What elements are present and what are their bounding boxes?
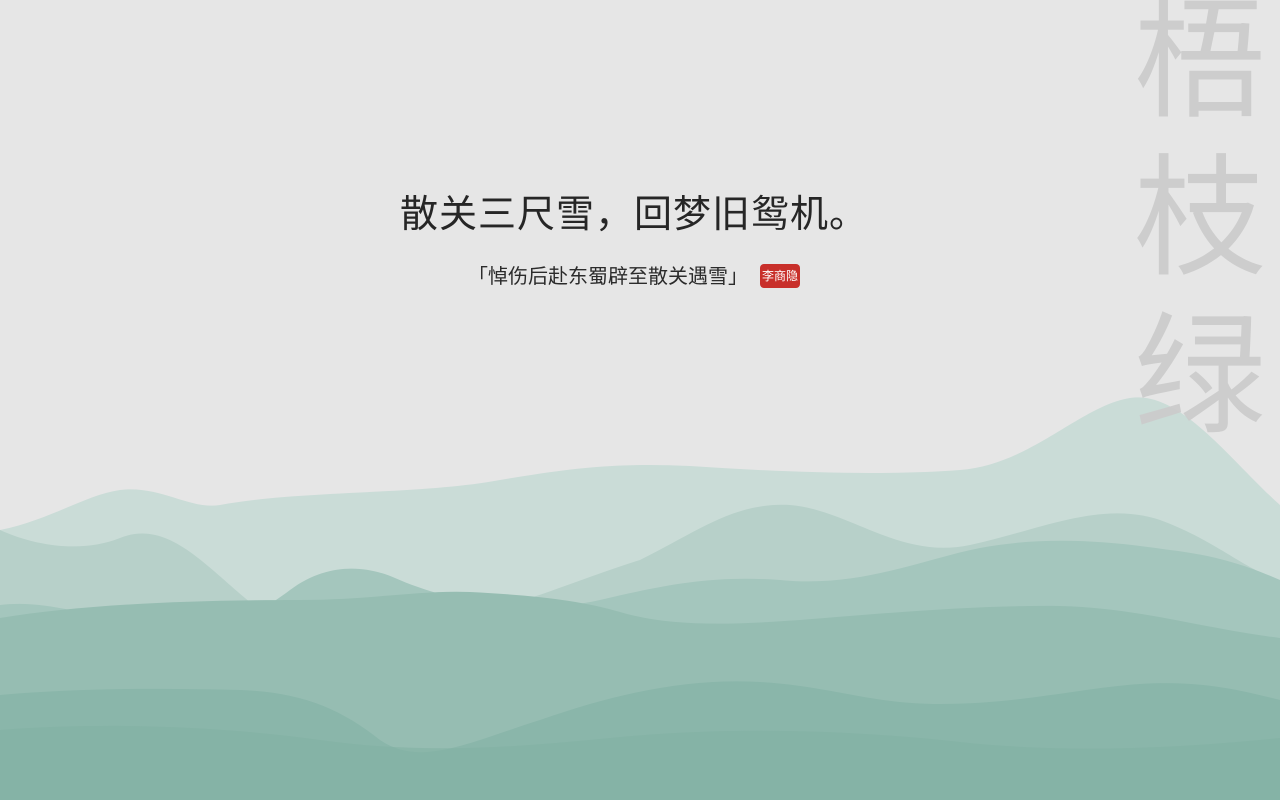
mountain-layer-3 (0, 540, 1280, 800)
mountain-layer-5 (0, 681, 1280, 800)
poem-title: 「悼伤后赴东蜀辟至散关遇雪」 (467, 264, 748, 288)
vertical-title-char-1: 梧 (1134, 0, 1266, 138)
mountain-layer-far (0, 397, 1280, 800)
author-badge: 李商隐 (759, 264, 800, 288)
poem-card: 散关三尺雪，回梦旧鸳机。 「悼伤后赴东蜀辟至散关遇雪」 李商隐 (0, 188, 1268, 290)
vertical-title-char-3: 绿 (1134, 300, 1266, 454)
vertical-title: 梧 枝 绿 (1132, 0, 1268, 456)
mountain-layer-2 (0, 504, 1280, 800)
mountain-layer-4 (0, 591, 1280, 800)
poem-line: 散关三尺雪，回梦旧鸳机。 (399, 192, 868, 236)
mountain-layer-near (0, 725, 1280, 800)
poem-meta: 「悼伤后赴东蜀辟至散关遇雪」 李商隐 (468, 262, 800, 290)
vertical-title-char-2: 枝 (1134, 142, 1266, 296)
